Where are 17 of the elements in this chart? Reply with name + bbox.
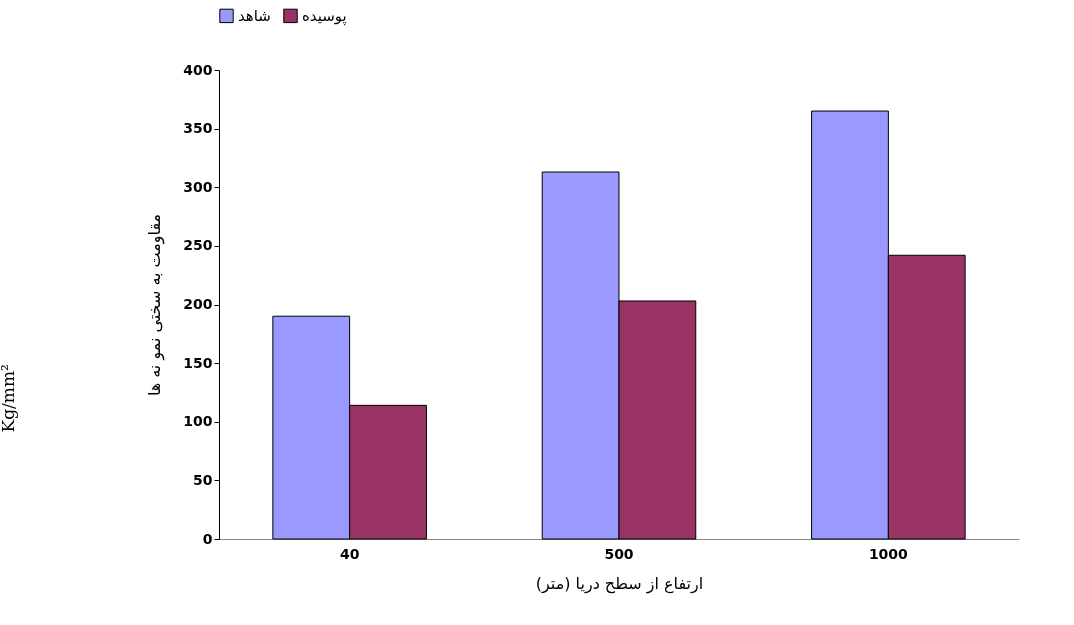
x-axis-title: ارتفاع از سطح دریا (متر) xyxy=(535,573,704,594)
x-tick-label: 40 xyxy=(339,545,360,562)
y-tick-label: 250 xyxy=(183,237,213,254)
y-tick-label: 150 xyxy=(183,354,213,371)
y-tick-label: 350 xyxy=(183,120,213,137)
y-tick-label: 0 xyxy=(202,530,213,547)
legend-label: شاهد xyxy=(238,6,271,25)
y-tick-label: 50 xyxy=(193,471,213,488)
y-tick-label: 400 xyxy=(183,61,213,78)
x-tick-label: 1000 xyxy=(868,545,909,562)
legend-label: پوسیده xyxy=(302,6,347,26)
y-tick-label: 100 xyxy=(183,413,213,430)
text: Kg/mm² xyxy=(0,364,18,433)
y-tick-label: 200 xyxy=(183,296,213,312)
y-axis-title: مقاومت به سختی نمو نه ها xyxy=(145,213,166,397)
x-tick-label: 500 xyxy=(604,545,634,562)
y-tick-label: 300 xyxy=(183,178,213,195)
